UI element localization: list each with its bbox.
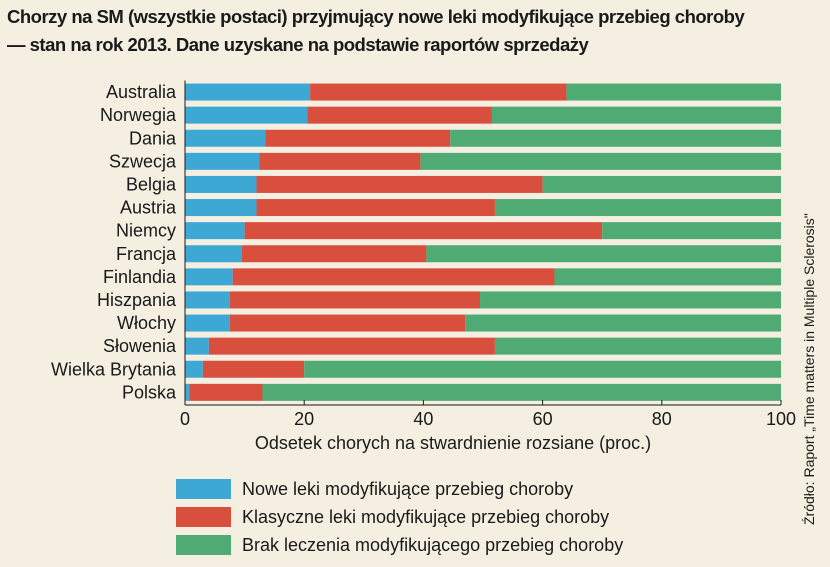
bar-area bbox=[185, 83, 782, 401]
x-tick-label: 80 bbox=[652, 409, 672, 429]
bar-segment-3-6 bbox=[494, 199, 781, 217]
bar-segment-1-6 bbox=[185, 199, 257, 217]
title-line-2: — stan na rok 2013. Dane uzyskane na pod… bbox=[7, 34, 589, 55]
legend-label-1: Nowe leki modyfikujące przebieg choroby bbox=[242, 479, 573, 499]
bar-segment-1-8 bbox=[185, 245, 242, 263]
bar-segment-1-12 bbox=[185, 337, 209, 355]
category-label: Finlandia bbox=[103, 267, 177, 287]
bar-segment-3-7 bbox=[602, 222, 781, 240]
bar-segment-3-3 bbox=[450, 129, 781, 147]
bar-segment-3-8 bbox=[426, 245, 781, 263]
category-label: Norwegia bbox=[100, 105, 177, 125]
x-tick-label: 100 bbox=[766, 409, 796, 429]
bar-segment-1-3 bbox=[185, 129, 266, 147]
bar-segment-2-14 bbox=[189, 383, 263, 401]
bar-segment-2-4 bbox=[259, 152, 421, 170]
legend-swatch-3 bbox=[176, 535, 231, 555]
bar-segment-2-12 bbox=[208, 337, 495, 355]
title-line-1: Chorzy na SM (wszystkie postaci) przyjmu… bbox=[7, 6, 745, 27]
category-label: Polska bbox=[122, 382, 177, 402]
bar-segment-1-7 bbox=[185, 222, 245, 240]
bar-segment-2-3 bbox=[265, 129, 451, 147]
x-tick-label: 0 bbox=[180, 409, 190, 429]
bar-segment-1-14 bbox=[185, 383, 190, 401]
bar-segment-3-5 bbox=[542, 175, 781, 193]
bar-segment-3-12 bbox=[494, 337, 781, 355]
category-label: Włochy bbox=[117, 313, 176, 333]
legend-swatch-1 bbox=[176, 479, 231, 499]
bar-segment-2-10 bbox=[229, 291, 481, 309]
legend-label-3: Brak leczenia modyfikującego przebieg ch… bbox=[242, 535, 623, 555]
category-label: Australia bbox=[106, 82, 177, 102]
bar-segment-1-4 bbox=[185, 152, 260, 170]
x-tick-label: 60 bbox=[533, 409, 553, 429]
bar-segment-1-2 bbox=[185, 106, 308, 124]
x-tick-label: 40 bbox=[413, 409, 433, 429]
bar-segment-1-13 bbox=[185, 360, 203, 378]
category-label: Słowenia bbox=[103, 336, 177, 356]
bar-segment-1-1 bbox=[185, 83, 311, 101]
bar-segment-2-11 bbox=[229, 314, 466, 332]
legend-swatch-2 bbox=[176, 507, 231, 527]
category-label: Szwecja bbox=[109, 151, 177, 171]
bar-segment-2-6 bbox=[256, 199, 495, 217]
category-label: Belgia bbox=[126, 174, 177, 194]
legend-label-2: Klasyczne leki modyfikujące przebieg cho… bbox=[242, 507, 609, 527]
bar-segment-2-5 bbox=[256, 175, 543, 193]
chart-title: Chorzy na SM (wszystkie postaci) przyjmu… bbox=[7, 3, 822, 59]
bar-segment-1-11 bbox=[185, 314, 230, 332]
category-labels: Australia Norwegia Dania Szwecja Belgia Austr… bbox=[51, 82, 177, 402]
bar-segment-3-1 bbox=[566, 83, 781, 101]
bar-segment-2-9 bbox=[232, 268, 555, 286]
category-label: Wielka Brytania bbox=[51, 359, 177, 379]
bar-segment-3-14 bbox=[262, 383, 782, 401]
x-axis: 0 20 40 60 80 100 bbox=[180, 80, 796, 429]
bar-segment-2-7 bbox=[244, 222, 603, 240]
category-label: Austria bbox=[120, 198, 177, 218]
bar-segment-2-2 bbox=[307, 106, 492, 124]
bar-segment-3-10 bbox=[480, 291, 781, 309]
category-label: Niemcy bbox=[116, 221, 176, 241]
bar-segment-3-11 bbox=[465, 314, 781, 332]
bar-segment-2-13 bbox=[202, 360, 305, 378]
category-label: Francja bbox=[116, 244, 177, 264]
bar-segment-3-9 bbox=[554, 268, 781, 286]
legend: Nowe leki modyfikujące przebieg choroby K… bbox=[176, 479, 623, 555]
category-label: Hiszpania bbox=[97, 290, 177, 310]
bar-segment-1-10 bbox=[185, 291, 230, 309]
x-axis-label: Odsetek chorych na stwardnienie rozsiane… bbox=[255, 433, 651, 453]
x-tick-label: 20 bbox=[294, 409, 314, 429]
source-note-text: Źródło: Raport „Time matters in Multiple… bbox=[801, 213, 817, 525]
bar-segment-2-1 bbox=[310, 83, 567, 101]
bar-segment-1-9 bbox=[185, 268, 233, 286]
category-label: Dania bbox=[129, 128, 177, 148]
bar-segment-3-13 bbox=[304, 360, 781, 378]
bar-segment-1-5 bbox=[185, 175, 257, 193]
bar-segment-3-2 bbox=[491, 106, 781, 124]
bar-segment-3-4 bbox=[420, 152, 781, 170]
bar-segment-2-8 bbox=[241, 245, 427, 263]
